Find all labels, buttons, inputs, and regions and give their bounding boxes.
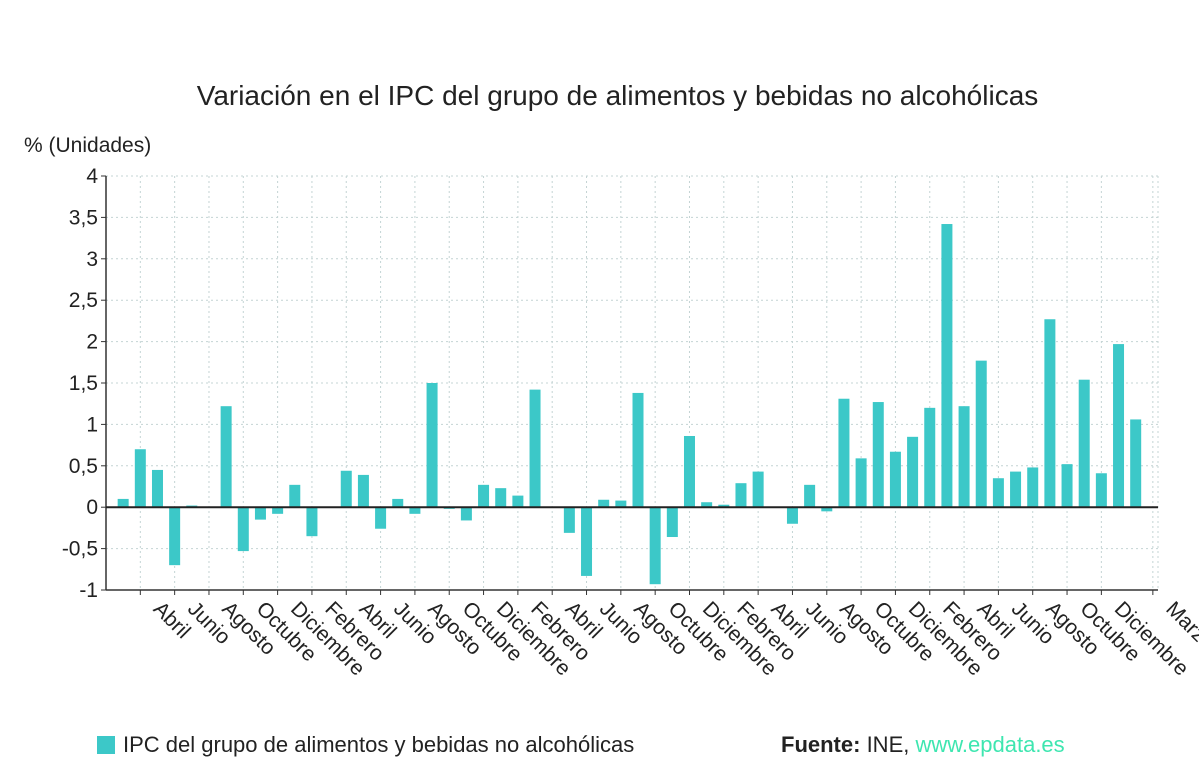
bar <box>786 507 798 524</box>
legend-swatch <box>97 736 115 754</box>
bar <box>1061 464 1073 508</box>
bar <box>426 383 438 508</box>
bar <box>392 498 404 508</box>
y-tick-label: 3 <box>86 248 98 271</box>
source-note: Fuente: INE, www.epdata.es <box>781 732 1065 758</box>
bar <box>1130 419 1142 508</box>
bar <box>529 389 541 508</box>
bar <box>821 507 833 512</box>
bar <box>735 483 747 508</box>
y-tick-label: 4 <box>86 165 98 188</box>
y-tick-label: -1 <box>79 579 98 602</box>
bar <box>495 488 507 508</box>
bar <box>838 398 850 508</box>
bar <box>220 406 232 508</box>
source-prefix: Fuente: <box>781 732 861 757</box>
bar <box>563 507 575 533</box>
source-text: INE, <box>860 732 916 757</box>
bar <box>598 499 610 508</box>
bar <box>460 507 472 521</box>
bar <box>1010 471 1022 508</box>
y-tick-label: 1,5 <box>69 372 98 395</box>
bar <box>907 436 919 508</box>
bar <box>889 451 901 508</box>
bar <box>340 470 352 508</box>
bar <box>272 507 284 514</box>
bar <box>512 495 524 508</box>
bar <box>958 406 970 508</box>
bar <box>254 507 266 520</box>
bar <box>718 504 730 508</box>
x-tick-labels: AbrilJunioAgostoOctubreDiciembreFebreroA… <box>139 590 1199 680</box>
bar <box>992 478 1004 508</box>
bar <box>581 507 593 576</box>
bar <box>1078 379 1090 508</box>
bar <box>134 449 146 508</box>
bar <box>941 224 953 508</box>
bar <box>632 392 644 508</box>
y-tick-label: 1 <box>86 413 98 436</box>
y-tick-label: 3,5 <box>69 206 98 229</box>
y-tick-labels: -1 -0,5 0 0,5 1 1,5 2 2,5 3 3,5 4 <box>62 165 99 602</box>
y-tick-label: -0,5 <box>62 538 98 561</box>
bar <box>804 484 816 508</box>
y-tick-label: 0,5 <box>69 455 98 478</box>
bar <box>289 484 301 508</box>
bar <box>1027 467 1039 508</box>
bar <box>752 471 764 508</box>
bar <box>375 507 387 529</box>
bar <box>306 507 318 537</box>
bar <box>237 507 249 552</box>
bar <box>1044 319 1056 508</box>
bar <box>666 507 678 538</box>
y-tick-label: 2,5 <box>69 289 98 312</box>
axes <box>101 175 1158 591</box>
bar <box>924 407 936 508</box>
y-axis-unit-label: % (Unidades) <box>24 134 152 157</box>
grid-lines <box>106 175 1159 591</box>
chart-title: Variación en el IPC del grupo de aliment… <box>196 80 1039 111</box>
y-tick-label: 2 <box>86 331 98 354</box>
y-tick-label: 0 <box>86 496 98 519</box>
legend: IPC del grupo de alimentos y bebidas no … <box>97 732 634 758</box>
bar <box>683 435 695 508</box>
bar <box>855 458 867 508</box>
bar <box>169 507 181 566</box>
x-tick-label: Abril <box>149 597 195 643</box>
bar <box>357 474 369 508</box>
bars <box>117 224 1142 585</box>
bar <box>615 500 627 508</box>
legend-label: IPC del grupo de alimentos y bebidas no … <box>123 732 635 757</box>
bar <box>1095 473 1107 508</box>
bar <box>478 484 490 508</box>
bar <box>872 402 884 508</box>
bar <box>117 498 129 508</box>
source-link[interactable]: www.epdata.es <box>915 732 1065 757</box>
bar <box>151 469 163 508</box>
bar <box>409 507 421 514</box>
bar-chart: -1 -0,5 0 0,5 1 1,5 2 2,5 3 3,5 4 AbrilJunioAgosto… <box>62 165 1199 680</box>
bar <box>1113 344 1125 508</box>
bar <box>701 502 713 508</box>
bar <box>975 360 987 508</box>
bar <box>649 507 661 585</box>
